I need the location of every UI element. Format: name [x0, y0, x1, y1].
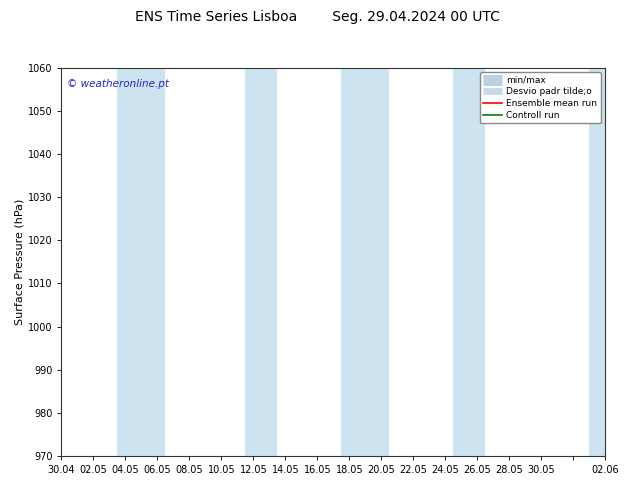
Legend: min/max, Desvio padr tilde;o, Ensemble mean run, Controll run: min/max, Desvio padr tilde;o, Ensemble m… [480, 72, 600, 123]
Bar [117, 68, 165, 456]
Y-axis label: Surface Pressure (hPa): Surface Pressure (hPa) [15, 198, 25, 325]
Bar [589, 68, 621, 456]
Text: © weatheronline.pt: © weatheronline.pt [67, 79, 169, 89]
Text: ENS Time Series Lisboa        Seg. 29.04.2024 00 UTC: ENS Time Series Lisboa Seg. 29.04.2024 0… [134, 10, 500, 24]
Bar [245, 68, 277, 456]
Bar [453, 68, 485, 456]
Bar [341, 68, 389, 456]
